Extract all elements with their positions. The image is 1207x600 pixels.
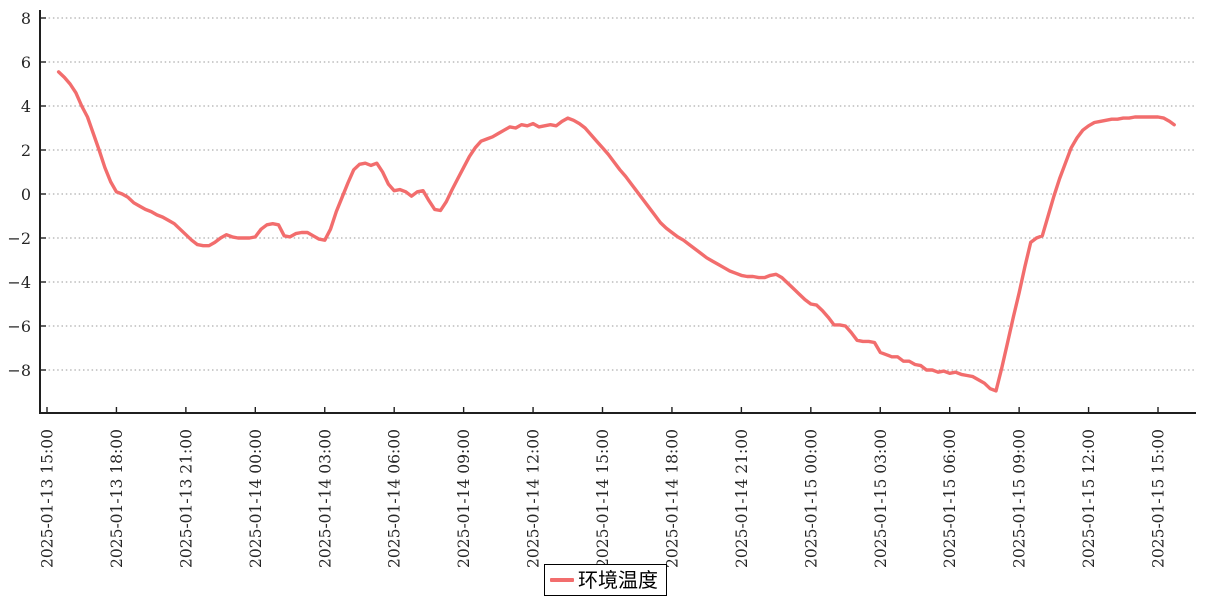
x-tick-label: 2025-01-15 15:00 [1150,429,1168,568]
x-tick-label: 2025-01-14 15:00 [594,429,612,568]
axis-ticks [40,17,1159,413]
x-tick-label: 2025-01-13 18:00 [108,429,126,568]
x-tick-label: 2025-01-14 12:00 [525,429,543,568]
y-tick-label: 4 [21,97,31,116]
y-tick-label: 0 [21,185,31,204]
x-tick-label: 2025-01-15 03:00 [872,429,890,568]
x-tick-label: 2025-01-14 21:00 [733,429,751,568]
x-tick-label: 2025-01-14 00:00 [247,429,265,568]
y-tick-label: 6 [21,53,31,72]
x-tick-label: 2025-01-15 12:00 [1080,429,1098,568]
y-axis-tick-labels: 8 6 4 2 0 −2 −4 −6 −8 [7,9,31,380]
y-tick-label: −2 [7,229,31,248]
x-tick-label: 2025-01-14 18:00 [663,429,681,568]
x-tick-label: 2025-01-15 06:00 [941,429,959,568]
x-tick-label: 2025-01-14 09:00 [455,429,473,568]
temperature-line-series [56,70,1176,393]
y-tick-label: −8 [7,361,31,380]
y-tick-label: 2 [21,141,31,160]
legend-series-label: 环境温度 [578,568,658,592]
x-tick-label: 2025-01-15 00:00 [802,429,820,568]
gridlines [40,17,1196,371]
x-tick-label: 2025-01-14 06:00 [386,429,404,568]
legend: 环境温度 [544,564,667,596]
x-axis-tick-labels: 2025-01-13 15:00 2025-01-13 18:00 2025-01-… [39,429,1168,568]
x-tick-label: 2025-01-15 09:00 [1011,429,1029,568]
axes [39,10,1196,414]
x-tick-label: 2025-01-13 21:00 [177,429,195,568]
legend-line-swatch [550,578,574,582]
x-tick-label: 2025-01-14 03:00 [316,429,334,568]
y-tick-label: −6 [7,317,31,336]
x-tick-label: 2025-01-13 15:00 [39,429,57,568]
y-tick-label: −4 [7,273,31,292]
y-tick-label: 8 [21,9,31,28]
